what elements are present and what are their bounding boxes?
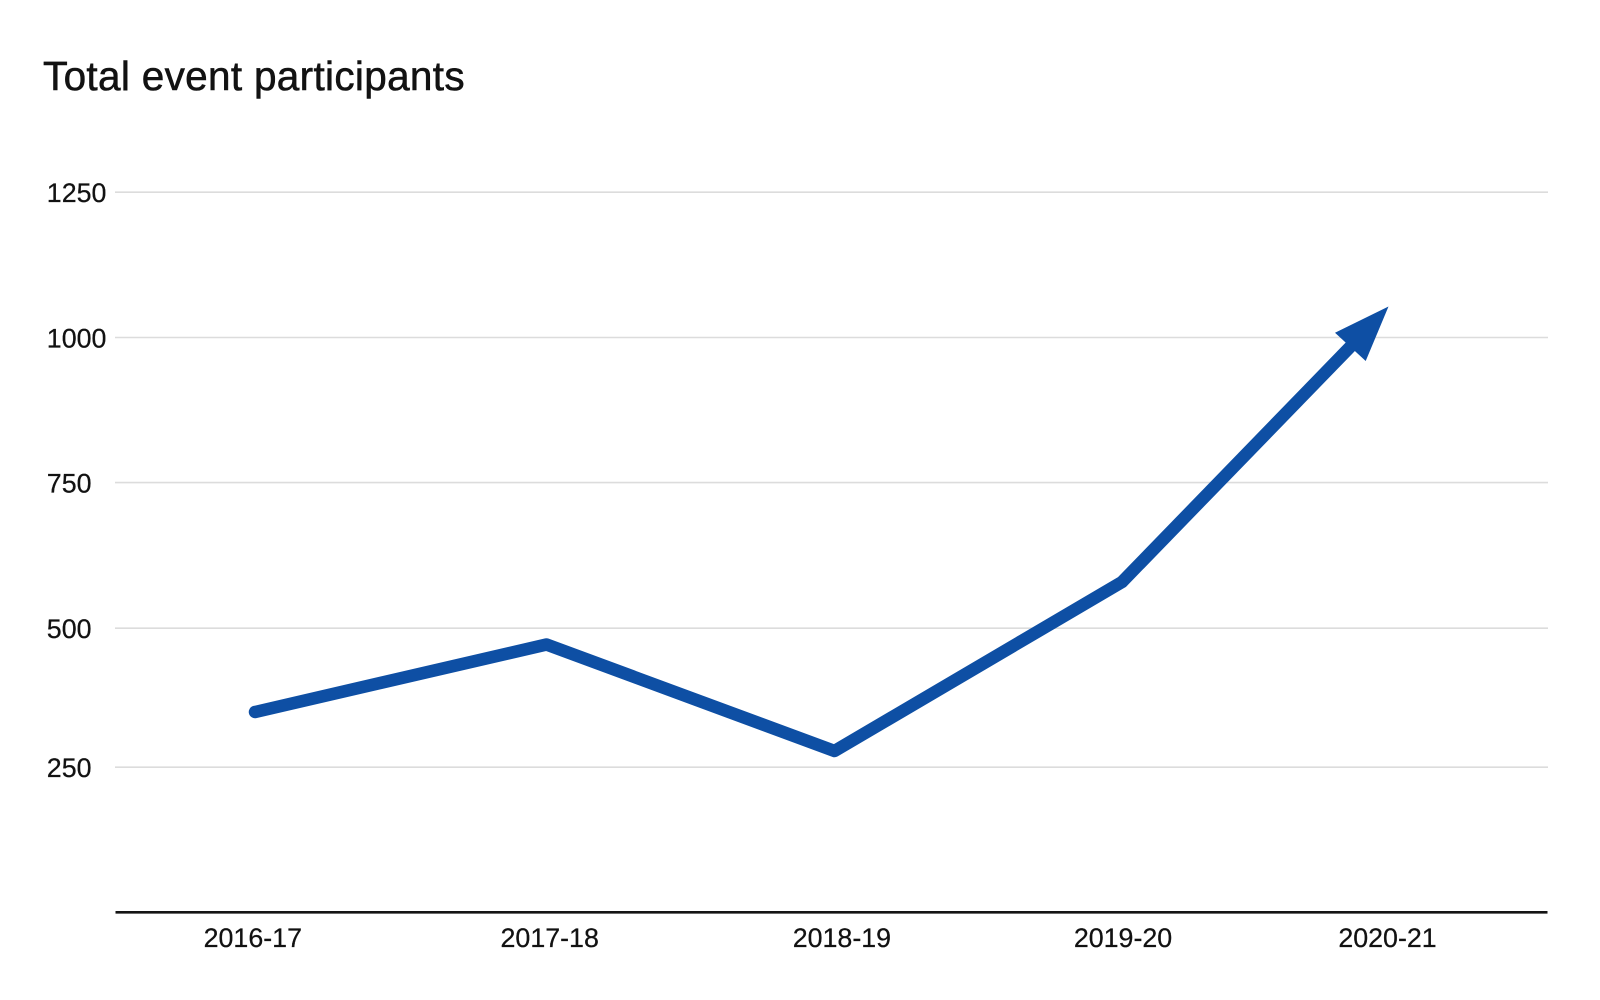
svg-text:2019-20: 2019-20 [1074, 923, 1172, 953]
svg-text:2018-19: 2018-19 [793, 923, 891, 953]
svg-text:500: 500 [47, 614, 92, 644]
svg-text:1250: 1250 [47, 178, 107, 208]
svg-text:2016-17: 2016-17 [204, 923, 302, 953]
svg-text:1000: 1000 [47, 323, 107, 353]
svg-text:750: 750 [47, 469, 92, 499]
svg-text:2017-18: 2017-18 [501, 923, 599, 953]
svg-text:250: 250 [47, 753, 92, 783]
svg-text:2020-21: 2020-21 [1338, 923, 1436, 953]
svg-text:Total event participants: Total event participants [43, 53, 465, 99]
